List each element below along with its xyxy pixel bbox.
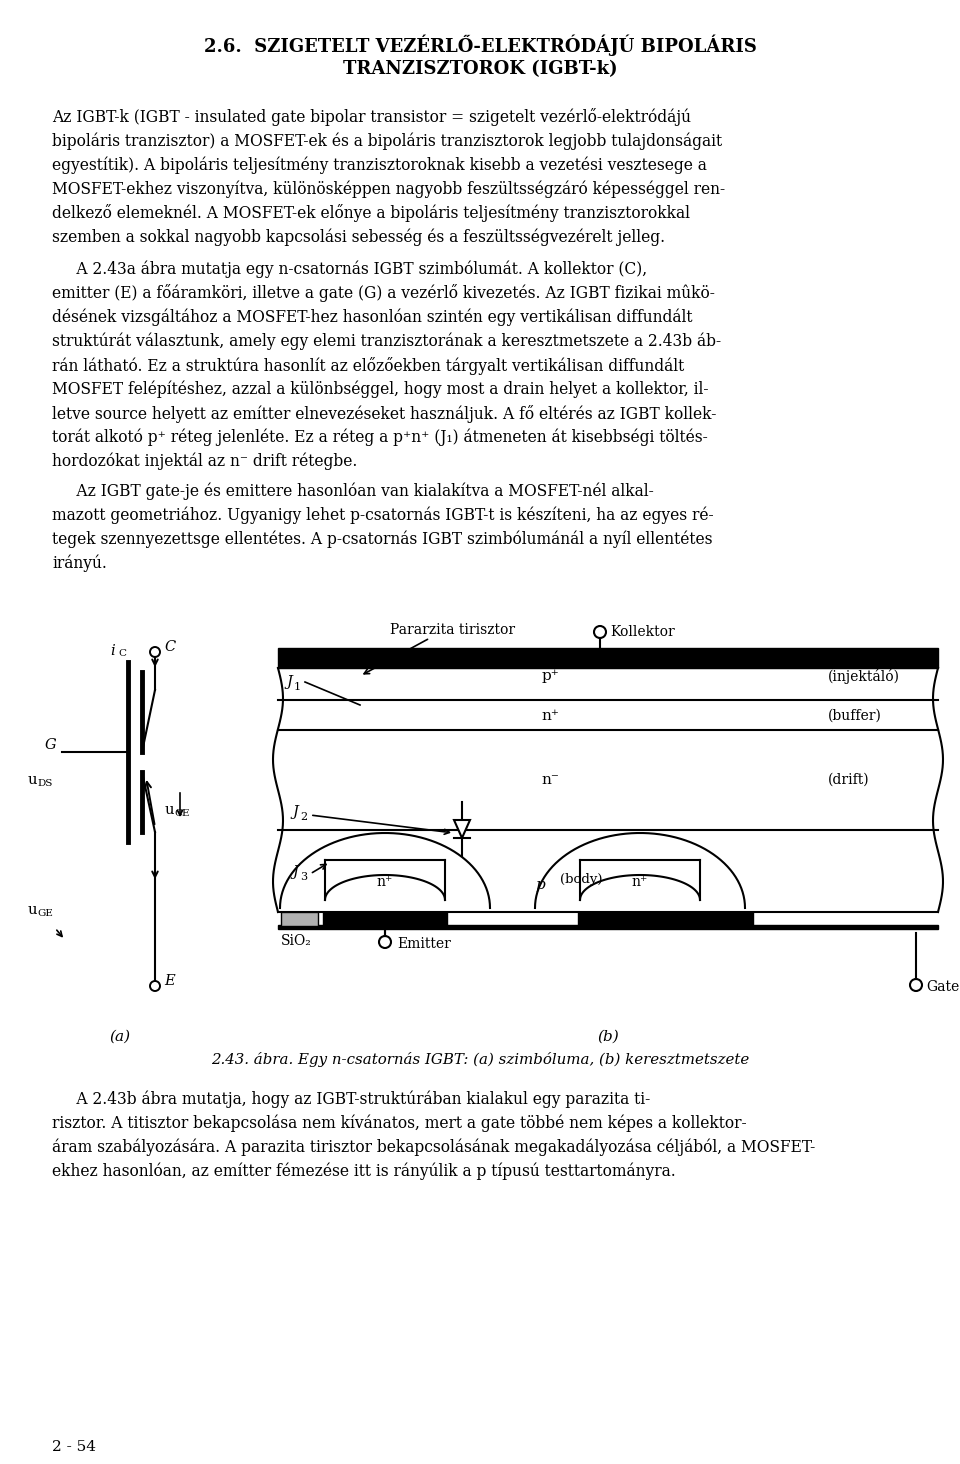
Text: torát alkotó p⁺ réteg jelenléte. Ez a réteg a p⁺n⁺ (J₁) átmeneten át kisebbségi : torát alkotó p⁺ réteg jelenléte. Ez a ré… [52,429,708,447]
Polygon shape [454,820,470,837]
Text: 1: 1 [294,682,301,692]
Text: rán látható. Ez a struktúra hasonlít az előzőekben tárgyalt vertikálisan diffund: rán látható. Ez a struktúra hasonlít az … [52,357,684,375]
Text: p⁺: p⁺ [541,669,559,684]
Text: u: u [165,802,175,817]
Text: 2: 2 [300,813,307,821]
Text: egyestítik). A bipoláris teljesítmény tranzisztoroknak kisebb a vezetési vesztes: egyestítik). A bipoláris teljesítmény tr… [52,157,707,174]
Text: J: J [286,675,292,690]
Text: (body): (body) [560,874,603,887]
Text: 2 - 54: 2 - 54 [52,1441,96,1454]
Text: 3: 3 [300,873,307,881]
Text: tegek szennyezettsge ellentétes. A p-csatornás IGBT szimbólumánál a nyíl ellenté: tegek szennyezettsge ellentétes. A p-csa… [52,530,712,548]
Bar [578,912,753,925]
Bar [278,649,938,668]
Text: Pararzita tirisztor: Pararzita tirisztor [390,624,516,637]
Text: emitter (E) a főáramköri, illetve a gate (G) a vezérlő kivezetés. Az IGBT fizika: emitter (E) a főáramköri, illetve a gate… [52,284,715,302]
Text: ekhez hasonlóan, az emítter fémezése itt is rányúlik a p típusú testtartományra.: ekhez hasonlóan, az emítter fémezése itt… [52,1162,676,1180]
Text: 2.6.  SZIGETELT VEZÉRLŐ-ELEKTRÓDÁJÚ BIPOLÁRIS: 2.6. SZIGETELT VEZÉRLŐ-ELEKTRÓDÁJÚ BIPOL… [204,35,756,57]
Text: Gate: Gate [926,979,959,994]
Text: CE: CE [174,810,189,818]
Text: (drift): (drift) [828,773,870,788]
Text: désének vizsgáltához a MOSFET-hez hasonlóan szintén egy vertikálisan diffundált: désének vizsgáltához a MOSFET-hez hasonl… [52,307,692,325]
Text: mazott geometriához. Ugyanigy lehet p-csatornás IGBT-t is készíteni, ha az egyes: mazott geometriához. Ugyanigy lehet p-cs… [52,507,713,524]
Text: G: G [44,738,56,752]
Text: hordozókat injektál az n⁻ drift rétegbe.: hordozókat injektál az n⁻ drift rétegbe. [52,452,357,470]
Text: szemben a sokkal nagyobb kapcsolási sebesség és a feszültsségvezérelt jelleg.: szemben a sokkal nagyobb kapcsolási sebe… [52,228,665,246]
Text: C: C [164,640,176,654]
Text: DS: DS [37,779,53,789]
Text: A 2.43b ábra mutatja, hogy az IGBT-struktúrában kialakul egy parazita ti-: A 2.43b ábra mutatja, hogy az IGBT-struk… [52,1091,650,1107]
Bar [281,912,318,927]
Text: letve source helyett az emítter elnevezéseket használjuk. A fő eltérés az IGBT k: letve source helyett az emítter elnevezé… [52,406,716,423]
Text: irányú.: irányú. [52,553,107,571]
Text: i: i [110,644,114,657]
Text: n⁺: n⁺ [541,709,559,723]
Text: (injektáló): (injektáló) [828,669,900,684]
Bar [323,912,447,925]
Text: MOSFET-ekhez viszonyítva, különösképpen nagyobb feszültsségzáró képességgel ren-: MOSFET-ekhez viszonyítva, különösképpen … [52,180,725,198]
Text: 2.43. ábra. Egy n-csatornás IGBT: (a) szimbóluma, (b) keresztmetszete: 2.43. ábra. Egy n-csatornás IGBT: (a) sz… [211,1053,749,1067]
Text: n⁺: n⁺ [632,875,648,889]
Text: n⁺: n⁺ [377,875,394,889]
Text: (b): (b) [597,1031,619,1044]
Text: SiO₂: SiO₂ [281,934,312,949]
Bar [278,925,938,930]
Text: J: J [292,865,298,878]
Text: E: E [164,974,175,988]
Text: J: J [292,805,298,818]
Text: (buffer): (buffer) [828,709,882,723]
Text: struktúrát választunk, amely egy elemi tranzisztorának a keresztmetszete a 2.43b: struktúrát választunk, amely egy elemi t… [52,332,721,350]
Text: A 2.43a ábra mutatja egy n-csatornás IGBT szimbólumát. A kollektor (C),: A 2.43a ábra mutatja egy n-csatornás IGB… [52,261,647,278]
Text: Az IGBT-k (IGBT - insulated gate bipolar transistor = szigetelt vezérlő-elektród: Az IGBT-k (IGBT - insulated gate bipolar… [52,108,691,126]
Text: GE: GE [37,909,53,918]
Text: (a): (a) [109,1031,131,1044]
Text: Emitter: Emitter [397,937,451,952]
Text: u: u [28,903,37,916]
Text: C: C [118,649,126,657]
Text: u: u [28,773,37,788]
Text: n⁻: n⁻ [541,773,559,788]
Text: bipoláris tranzisztor) a MOSFET-ek és a bipoláris tranzisztorok legjobb tulajdon: bipoláris tranzisztor) a MOSFET-ek és a … [52,132,722,149]
Text: Az IGBT gate-je és emittere hasonlóan van kialakítva a MOSFET-nél alkal-: Az IGBT gate-je és emittere hasonlóan va… [52,482,654,499]
Text: MOSFET felépítéshez, azzal a különbséggel, hogy most a drain helyet a kollektor,: MOSFET felépítéshez, azzal a különbségge… [52,381,708,398]
Text: p: p [535,878,545,892]
Text: risztor. A titisztor bekapcsolása nem kívánatos, mert a gate többé nem képes a k: risztor. A titisztor bekapcsolása nem kí… [52,1114,747,1132]
Text: delkező elemeknél. A MOSFET-ek előnye a bipoláris teljesítmény tranzisztorokkal: delkező elemeknél. A MOSFET-ek előnye a … [52,203,690,223]
Text: áram szabályozására. A parazita tirisztor bekapcsolásának megakadályozása céljáb: áram szabályozására. A parazita tiriszto… [52,1138,815,1155]
Text: TRANZISZTOROK (IGBT-k): TRANZISZTOROK (IGBT-k) [343,60,617,78]
Text: Kollektor: Kollektor [610,625,675,638]
